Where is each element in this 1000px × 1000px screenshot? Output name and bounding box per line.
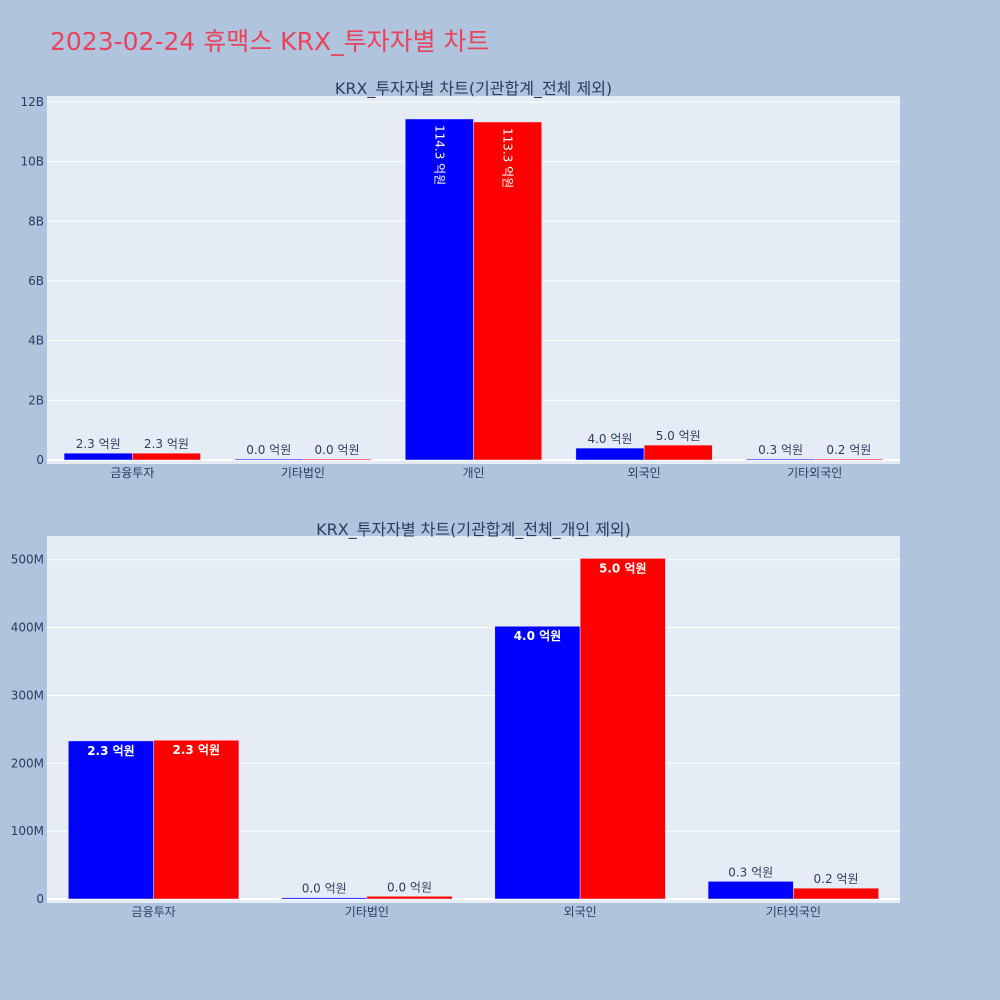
data-label: 4.0 억원 <box>587 432 632 446</box>
bar <box>366 896 453 900</box>
data-label: 0.2 억원 <box>826 443 871 457</box>
bar <box>707 881 794 900</box>
y-tick-label: 8B <box>28 214 44 228</box>
data-label: 0.0 억원 <box>246 443 291 457</box>
bar <box>473 121 542 461</box>
x-tick-label: 외국인 <box>628 466 661 480</box>
x-tick-label: 기타법인 <box>345 905 389 919</box>
x-tick-label: 기타외국인 <box>766 905 821 919</box>
y-tick-label: 12B <box>20 95 44 109</box>
bar <box>302 458 372 461</box>
bar <box>793 887 879 900</box>
data-label: 0.0 억원 <box>315 443 360 457</box>
data-label: 0.3 억원 <box>758 443 803 457</box>
data-label: 2.3 억원 <box>76 437 121 451</box>
x-tick-label: 외국인 <box>564 905 597 919</box>
bar <box>643 444 713 461</box>
data-label: 113.3 억원 <box>501 128 515 188</box>
x-tick-label: 금융투자 <box>110 466 154 480</box>
x-tick-label: 기타법인 <box>281 466 325 480</box>
y-tick-label: 100M <box>11 824 44 838</box>
data-label: 114.3 억원 <box>432 125 446 185</box>
y-tick-label: 0 <box>36 453 44 467</box>
y-tick-label: 400M <box>11 621 44 635</box>
page-title: 2023-02-24 휴맥스 KRX_투자자별 차트 <box>50 27 490 56</box>
data-label: 2.3 억원 <box>87 744 135 758</box>
chart-title: KRX_투자자별 차트(기관합계_전체 제외) <box>335 79 612 99</box>
y-tick-label: 0 <box>36 892 44 906</box>
bar <box>579 558 666 900</box>
bar <box>132 452 201 461</box>
y-tick-label: 10B <box>20 155 44 169</box>
y-tick-label: 300M <box>11 688 44 702</box>
data-label: 5.0 억원 <box>656 429 701 443</box>
x-tick-label: 금융투자 <box>132 905 176 919</box>
data-label: 2.3 억원 <box>173 743 221 757</box>
bar <box>153 739 240 900</box>
data-label: 0.0 억원 <box>302 882 347 896</box>
y-tick-label: 2B <box>28 393 44 407</box>
x-tick-label: 기타외국인 <box>787 466 842 480</box>
y-tick-label: 4B <box>28 334 44 348</box>
y-tick-label: 200M <box>11 756 44 770</box>
data-label: 4.0 억원 <box>514 629 562 643</box>
data-label: 0.3 억원 <box>728 865 773 879</box>
data-label: 2.3 억원 <box>144 437 189 451</box>
data-label: 5.0 억원 <box>599 561 647 575</box>
data-label: 0.0 억원 <box>387 880 432 894</box>
x-tick-label: 개인 <box>462 466 484 480</box>
y-tick-label: 500M <box>11 553 44 567</box>
y-tick-label: 6B <box>28 274 44 288</box>
bar <box>68 740 154 900</box>
bar <box>814 458 884 461</box>
chart-title: KRX_투자자별 차트(기관합계_전체_개인 제외) <box>316 520 631 540</box>
bar <box>494 625 581 900</box>
bar <box>281 897 368 900</box>
chart-investor-all: 0 2B 4B 6B 8B 10B 12B KRX_투자자별 차트(기관합계_전체 제외) 금융… <box>20 79 900 480</box>
data-label: 0.2 억원 <box>814 872 859 886</box>
